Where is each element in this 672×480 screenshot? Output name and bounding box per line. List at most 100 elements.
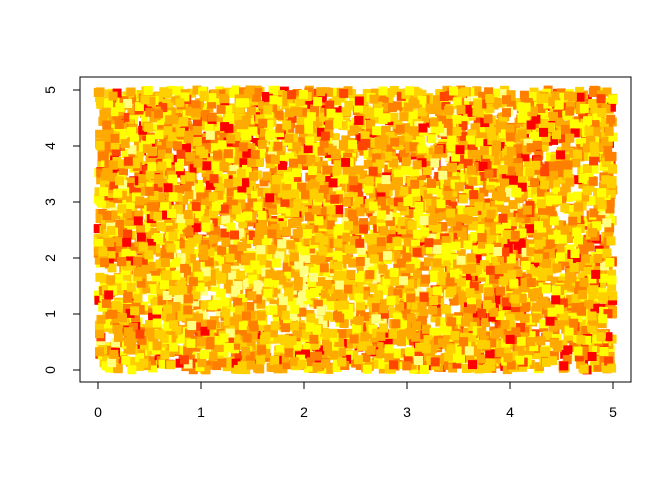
data-point [216,184,226,194]
data-point [152,305,162,315]
data-point [237,190,247,199]
data-point [323,172,333,182]
data-point [319,327,329,337]
data-point [578,248,588,258]
data-point [481,318,490,328]
data-point [164,225,174,235]
data-point [389,158,399,168]
data-point [446,127,456,137]
data-point [246,143,256,153]
data-point [304,124,314,134]
data-point [398,286,407,296]
data-point [250,190,260,200]
data-point [356,245,366,255]
data-point [344,244,354,254]
data-point [385,197,395,207]
data-point [136,278,146,288]
data-point [481,202,490,212]
data-point [373,101,383,111]
data-point [153,183,163,193]
data-point [525,224,535,234]
data-point [354,103,363,113]
data-point [257,316,267,326]
data-point [144,254,154,264]
data-point [323,243,333,253]
data-point [326,114,336,124]
data-point [195,321,205,331]
data-point [328,269,337,279]
data-point [239,158,249,168]
data-point [135,353,145,363]
data-point [586,196,596,206]
data-point [517,129,527,139]
data-point [420,113,430,123]
data-point [365,317,375,327]
data-point [158,359,168,369]
data-point [460,234,470,244]
data-point [572,254,582,264]
data-point [292,168,301,178]
data-point [317,146,327,156]
data-point [211,126,221,135]
data-point [460,132,470,141]
data-point [238,294,248,304]
data-point [555,117,565,127]
data-point [565,101,575,111]
data-point [580,137,590,147]
data-point [146,181,156,191]
data-point [436,189,446,199]
data-point [607,176,617,186]
data-point [499,141,509,151]
data-point [576,359,586,369]
data-point [401,123,410,133]
data-point [406,293,416,303]
data-point [527,172,537,182]
data-point [385,181,394,191]
data-point [178,285,188,295]
data-point [184,190,194,200]
data-point [146,238,156,248]
data-point [93,224,103,234]
data-point [525,188,535,198]
data-point [463,207,473,217]
data-point [542,94,552,103]
data-point [502,148,512,158]
data-point [422,232,432,242]
data-point [406,189,416,199]
data-point [315,127,325,137]
data-point [566,294,575,304]
data-point [369,216,379,225]
data-point [521,302,531,312]
data-point [550,91,560,101]
data-point [577,272,587,282]
data-point [330,133,340,143]
data-point [446,142,456,152]
data-point [224,342,234,352]
data-point [493,354,503,364]
data-point [572,191,582,201]
data-point [543,272,553,282]
data-point [536,277,546,287]
data-point [341,197,351,207]
data-point [318,295,328,305]
data-point [389,267,399,277]
data-point [189,218,199,228]
data-point [515,276,525,286]
data-point [511,126,521,136]
data-point [428,305,438,315]
data-point [193,234,203,244]
data-point [392,227,402,237]
data-point [571,293,581,303]
data-point [393,349,403,359]
data-point [433,232,443,241]
data-point [232,138,241,147]
data-point [505,187,514,197]
data-point [250,357,260,367]
data-point [495,224,505,234]
data-point [214,343,224,352]
data-point [433,95,442,105]
data-point [234,125,244,135]
data-point [427,230,437,239]
data-point [317,93,327,103]
data-point [520,152,530,162]
